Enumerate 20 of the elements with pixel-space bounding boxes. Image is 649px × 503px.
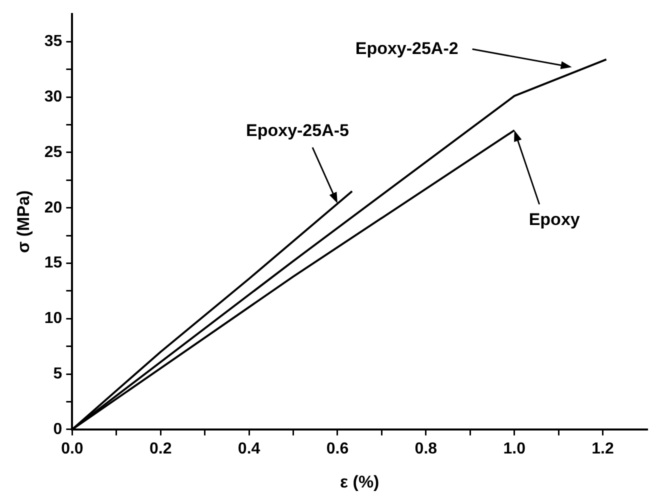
y-tick-label: 30 bbox=[44, 88, 62, 106]
annotation: Epoxy-25A-5 bbox=[246, 121, 349, 140]
x-tick-label: 0.4 bbox=[238, 440, 260, 458]
x-tick-label: 0.8 bbox=[414, 440, 438, 458]
y-tick-label: 20 bbox=[44, 199, 62, 216]
y-tick-label: 0 bbox=[53, 420, 62, 438]
annotation: Epoxy bbox=[528, 210, 580, 229]
y-tick-label: 10 bbox=[44, 310, 62, 328]
annotation: Epoxy-25A-2 bbox=[355, 38, 458, 58]
x-tick-label: 1.2 bbox=[592, 440, 614, 458]
x-tick-label: 0.6 bbox=[326, 440, 349, 458]
x-tick-label: 0.0 bbox=[61, 440, 84, 458]
y-tick-label: 35 bbox=[44, 33, 62, 50]
y-tick-label: 5 bbox=[53, 365, 62, 382]
x-axis-title: ε (%) bbox=[340, 472, 380, 492]
x-tick-label: 0.2 bbox=[150, 440, 172, 458]
x-tick-label: 1.0 bbox=[503, 440, 526, 458]
y-tick-label: 25 bbox=[44, 144, 62, 161]
y-tick-label: 15 bbox=[44, 254, 62, 272]
y-axis-title: σ (MPa) bbox=[14, 190, 33, 254]
